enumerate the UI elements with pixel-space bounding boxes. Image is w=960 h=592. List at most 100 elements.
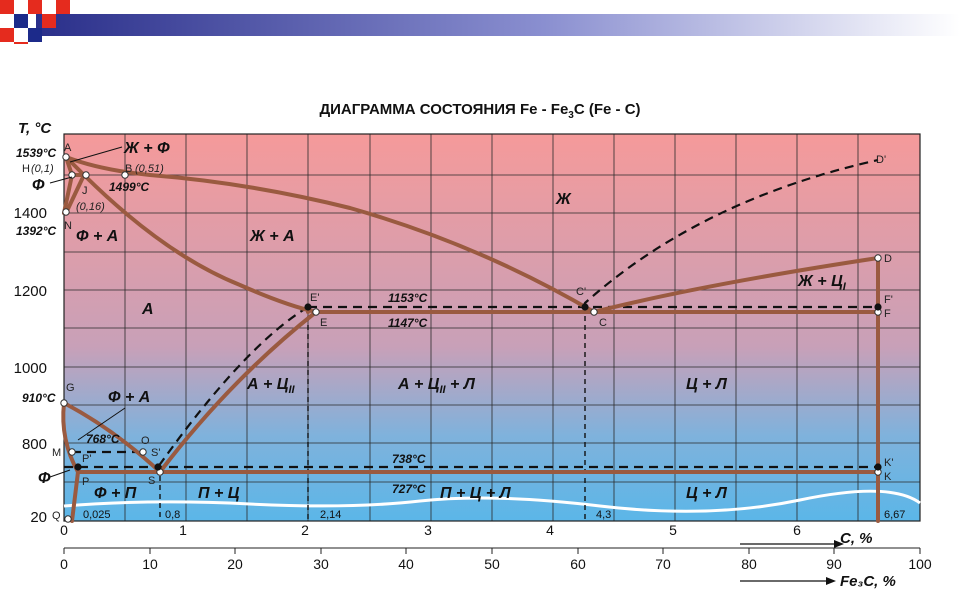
temp-910: 910°C <box>22 391 56 405</box>
temp-1539: 1539°C <box>16 146 56 160</box>
point-P: P <box>82 476 89 488</box>
point-S: S <box>148 475 155 487</box>
diagram-title: ДИАГРАММА СОСТОЯНИЯ Fe - Fe3C (Fe - C) <box>319 101 641 121</box>
point-F-prime: F' <box>884 294 893 306</box>
phase-ferrite-top: Ф <box>32 177 45 194</box>
point-D-prime: D' <box>876 154 886 166</box>
fe3c-tick-20: 20 <box>227 556 243 572</box>
liquidus-CD <box>592 256 880 314</box>
header-mosaic <box>0 0 70 48</box>
y-tick-1200: 1200 <box>14 283 47 300</box>
c-tick-0: 0 <box>60 522 68 538</box>
phase-liquid-ferrite: Ж + Ф <box>123 140 170 157</box>
fe3c-tick-10: 10 <box>142 556 158 572</box>
point-B: B <box>125 163 132 175</box>
fe3c-axis-arrowhead <box>826 577 836 585</box>
temp-1153: 1153°C <box>388 291 428 305</box>
temp-727: 727°C <box>392 482 426 496</box>
c-tick-4: 4 <box>546 522 554 538</box>
point-E: E <box>320 317 327 329</box>
leader-lines <box>49 146 126 478</box>
point-F: F <box>884 308 891 320</box>
plot-frame <box>63 133 921 522</box>
boundary-HN <box>62 173 74 215</box>
fe3c-tick-0: 0 <box>60 556 68 572</box>
header-gradient-bar <box>36 14 960 36</box>
header-banner <box>0 0 960 48</box>
fe3c-tick-30: 30 <box>313 556 329 572</box>
solidus-JE <box>82 173 318 314</box>
composition-214: 2,14 <box>320 509 341 521</box>
point-H-value: (0,1) <box>31 163 54 175</box>
point-H: H <box>22 163 30 175</box>
slide-header-decoration <box>0 0 960 48</box>
y-tick-1000: 1000 <box>14 360 47 377</box>
phase-cementite-ledeburite-low: Ц + Л <box>686 485 728 502</box>
dashed-metastable-lines <box>64 158 879 521</box>
boundary-AB <box>64 155 86 177</box>
c-tick-1: 1 <box>179 522 187 538</box>
fe3c-tick-60: 60 <box>570 556 586 572</box>
c-axis-title: C, % <box>840 530 873 547</box>
phase-austenite: А <box>141 301 154 318</box>
point-Q: Q <box>52 510 61 522</box>
temp-1147: 1147°C <box>388 316 428 330</box>
composition-0025: 0,025 <box>83 509 111 521</box>
y-tick-1400: 1400 <box>14 205 47 222</box>
temp-1499: 1499°C <box>109 180 149 194</box>
boundary-JN <box>64 173 86 215</box>
point-C-prime: C' <box>576 286 586 298</box>
phase-pearlite-cementite: П + Ц <box>198 485 240 502</box>
c-tick-3: 3 <box>424 522 432 538</box>
y-tick-800: 800 <box>22 436 47 453</box>
composition-43: 4,3 <box>596 509 611 521</box>
phase-ferrite-low: Ф <box>38 470 51 487</box>
temp-738: 738°C <box>392 452 426 466</box>
phase-ferrite-pearlite: Ф + П <box>94 485 137 502</box>
fe3c-tick-100: 100 <box>908 556 932 572</box>
point-K-prime: K' <box>884 457 893 469</box>
fe3c-axis-ticks <box>63 548 921 554</box>
fe3c-tick-80: 80 <box>741 556 757 572</box>
c-tick-2: 2 <box>301 522 309 538</box>
phase-austenite-cementite: А + ЦII <box>246 376 296 396</box>
point-J: J <box>82 185 88 197</box>
composition-667: 6,67 <box>884 509 905 521</box>
phase-ferrite-austenite: Ф + А <box>108 389 150 406</box>
phase-ferrite-austenite-top: Ф + А <box>76 228 118 245</box>
phase-liquid-cementite: Ж + ЦI <box>797 273 847 293</box>
phase-cementite-ledeburite: Ц + Л <box>686 376 728 393</box>
composition-08: 0,8 <box>165 509 180 521</box>
phase-liquid: Ж <box>555 191 572 208</box>
point-K: K <box>884 471 892 483</box>
c-tick-5: 5 <box>669 522 677 538</box>
grid <box>64 134 920 521</box>
point-P-prime: P' <box>82 453 91 465</box>
c-tick-6: 6 <box>793 522 801 538</box>
point-A: A <box>64 142 72 154</box>
point-S-prime: S' <box>151 447 160 459</box>
point-J-value: (0,16) <box>76 201 105 213</box>
fe3c-tick-40: 40 <box>398 556 414 572</box>
point-B-value: (0,51) <box>135 163 164 175</box>
point-G: G <box>66 382 75 394</box>
temp-768: 768°C <box>86 432 120 446</box>
fe3c-tick-50: 50 <box>484 556 500 572</box>
room-temperature-band <box>63 489 921 513</box>
point-N: N <box>64 220 72 232</box>
fe3c-axis-title: Fe₃C, % <box>840 573 896 590</box>
y-tick-20: 20 <box>30 509 47 526</box>
point-O: O <box>141 435 150 447</box>
phase-austenite-cementite-ledeburite: А + ЦII + Л <box>397 376 476 396</box>
point-markers <box>60 153 882 523</box>
point-C: C <box>599 317 607 329</box>
point-D: D <box>884 253 892 265</box>
acm-line-ES <box>158 310 318 474</box>
liquidus-AC <box>64 155 596 314</box>
point-M: M <box>52 447 61 459</box>
point-E-prime: E' <box>310 292 319 304</box>
fe3c-tick-70: 70 <box>655 556 671 572</box>
fe3c-tick-90: 90 <box>826 556 842 572</box>
c-axis-arrowhead <box>834 540 844 548</box>
solvus-PQ <box>70 470 80 523</box>
